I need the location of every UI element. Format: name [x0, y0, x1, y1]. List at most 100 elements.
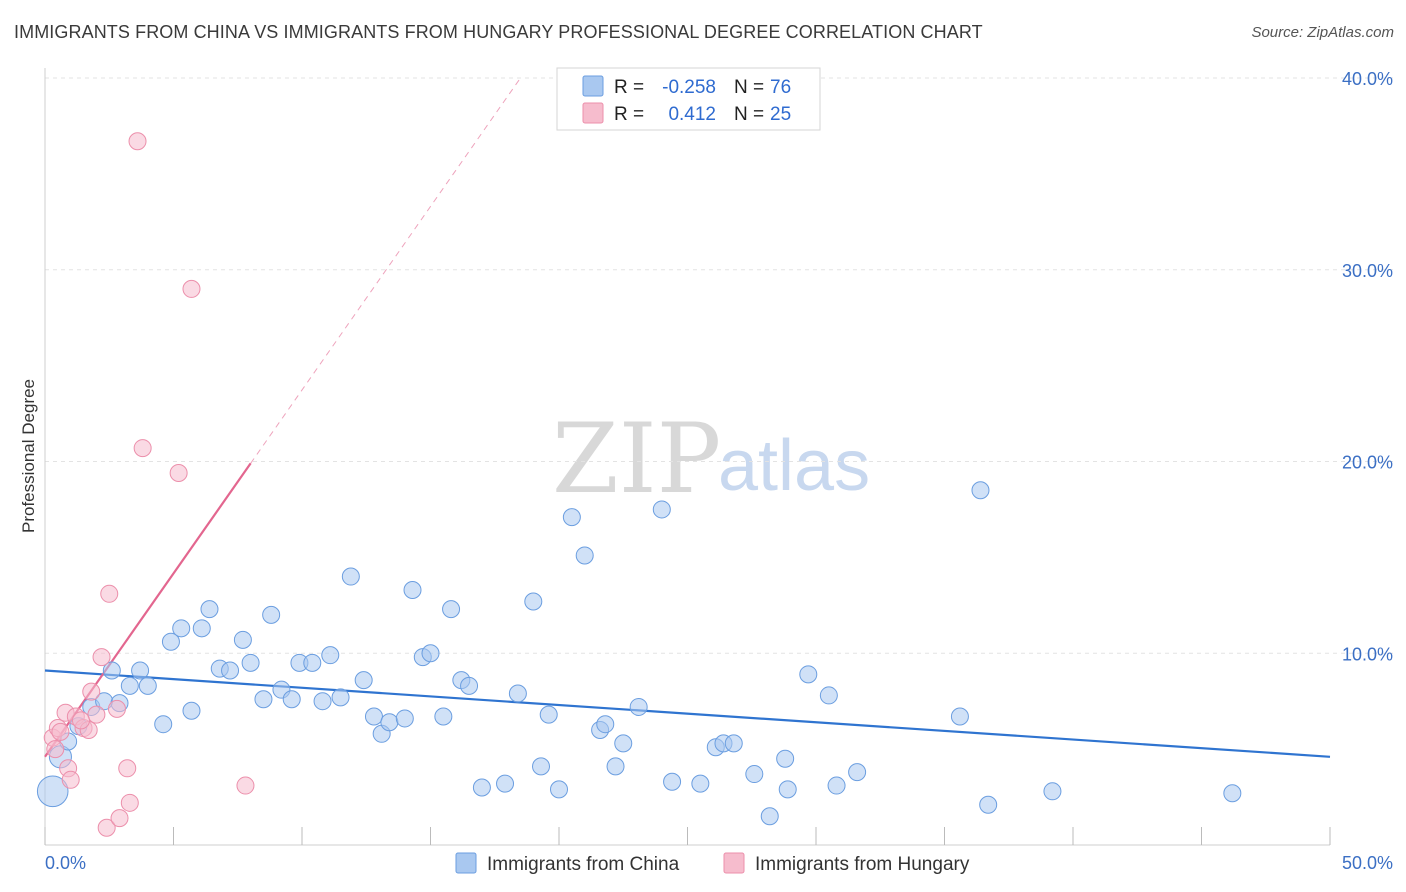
point-china-30 [341, 567, 360, 586]
y-tick-label-30: 30.0% [1342, 261, 1393, 281]
point-china-45 [508, 684, 527, 703]
point-china-62 [724, 734, 743, 753]
point-china-51 [575, 546, 594, 565]
legend-swatch-hungary [582, 102, 604, 124]
series-legend: Immigrants from China Immigrants from Hu… [455, 852, 970, 875]
axes [44, 68, 1331, 846]
point-china-13 [172, 619, 191, 638]
point-china-65 [776, 749, 795, 768]
legend-n-value-china: 76 [770, 77, 791, 98]
point-china-42 [460, 676, 479, 695]
watermark-zip: ZIP [552, 403, 721, 515]
point-hungary-6 [61, 770, 80, 789]
point-china-14 [182, 701, 201, 720]
grid-lines [45, 77, 1394, 654]
point-china-71 [950, 707, 969, 726]
point-china-36 [403, 580, 422, 599]
point-china-68 [819, 686, 838, 705]
point-hungary-24 [71, 711, 90, 730]
point-china-10 [138, 676, 157, 695]
point-china-73 [979, 795, 998, 814]
point-china-48 [539, 705, 558, 724]
chart-title: IMMIGRANTS FROM CHINA VS IMMIGRANTS FROM… [14, 22, 983, 42]
trend-line-hungary-extension [250, 77, 521, 464]
bottom-legend-swatch-hungary [723, 852, 745, 874]
point-china-43 [472, 778, 491, 797]
point-china-22 [262, 605, 281, 624]
point-hungary-17 [118, 759, 137, 778]
point-china-18 [221, 661, 240, 680]
point-china-69 [827, 776, 846, 795]
point-china-9 [131, 661, 150, 680]
point-hungary-12 [92, 648, 111, 667]
point-china-39 [434, 707, 453, 726]
point-china-53 [596, 715, 615, 734]
point-hungary-21 [169, 464, 188, 483]
point-china-27 [313, 692, 332, 711]
point-china-74 [1043, 782, 1062, 801]
trend-lines [44, 77, 1331, 758]
x-tick-label-max: 50.0% [1342, 853, 1393, 873]
legend-r-value-china: -0.258 [662, 77, 716, 98]
point-china-44 [496, 774, 515, 793]
point-china-12 [161, 632, 180, 651]
point-china-0 [36, 775, 69, 808]
point-hungary-20 [133, 439, 152, 458]
point-hungary-13 [97, 818, 116, 837]
correlation-legend: R = -0.258 N = 76 R = 0.412 N = 25 [556, 67, 821, 131]
point-china-20 [241, 653, 260, 672]
trend-line-hungary [44, 462, 252, 758]
point-china-6 [102, 661, 121, 680]
point-china-29 [331, 688, 350, 707]
point-china-28 [321, 646, 340, 665]
point-china-64 [760, 807, 779, 826]
point-china-26 [303, 653, 322, 672]
bottom-legend-label-china: Immigrants from China [487, 854, 680, 875]
point-hungary-16 [110, 809, 129, 828]
point-hungary-22 [182, 279, 201, 298]
point-china-24 [282, 690, 301, 709]
point-hungary-15 [107, 699, 126, 718]
point-china-35 [395, 709, 414, 728]
legend-r-label-china: R = [614, 77, 644, 98]
point-hungary-14 [100, 584, 119, 603]
point-hungary-11 [87, 705, 106, 724]
point-china-38 [421, 644, 440, 663]
legend-r-value-hungary: 0.412 [668, 104, 716, 125]
legend-swatch-china [582, 75, 604, 97]
point-hungary-1 [46, 740, 65, 759]
point-china-19 [233, 630, 252, 649]
legend-r-label-hungary: R = [614, 104, 644, 125]
point-china-46 [524, 592, 543, 611]
point-china-40 [442, 600, 461, 619]
point-china-34 [380, 713, 399, 732]
point-china-70 [848, 763, 867, 782]
bottom-legend-swatch-china [455, 852, 477, 874]
point-china-54 [606, 757, 625, 776]
legend-n-value-hungary: 25 [770, 104, 791, 125]
point-china-58 [663, 772, 682, 791]
point-china-15 [192, 619, 211, 638]
point-china-11 [154, 715, 173, 734]
point-china-47 [532, 757, 551, 776]
y-axis-label: Professional Degree [19, 379, 38, 533]
point-china-31 [354, 671, 373, 690]
point-china-72 [971, 481, 990, 500]
point-hungary-10 [82, 682, 101, 701]
point-china-21 [254, 690, 273, 709]
watermark-atlas: atlas [718, 426, 870, 506]
point-hungary-19 [128, 132, 147, 151]
point-china-67 [799, 665, 818, 684]
tick-labels: 10.0% 20.0% 30.0% 40.0% 0.0% 50.0% [45, 69, 1393, 873]
point-china-50 [562, 508, 581, 527]
point-china-49 [550, 780, 568, 799]
point-china-57 [652, 500, 671, 519]
point-hungary-3 [51, 722, 70, 741]
legend-n-label-china: N = [734, 77, 764, 98]
point-hungary-23 [236, 776, 255, 795]
trend-line-china [44, 669, 1331, 758]
y-tick-label-20: 20.0% [1342, 453, 1393, 473]
point-china-32 [364, 707, 383, 726]
y-tick-label-40: 40.0% [1342, 69, 1393, 89]
point-china-55 [614, 734, 633, 753]
